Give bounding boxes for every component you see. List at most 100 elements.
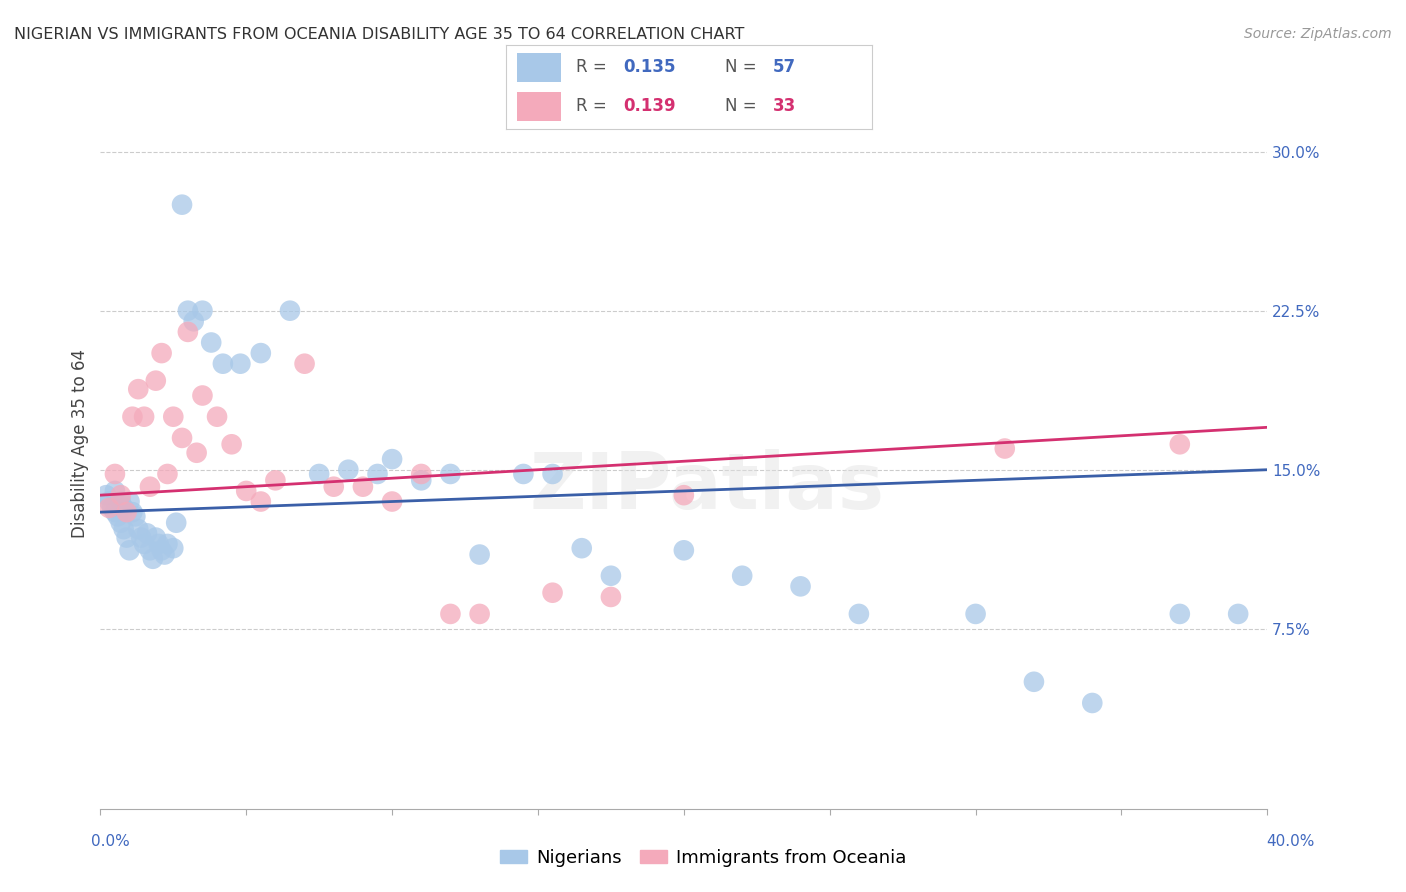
Point bbox=[541, 585, 564, 599]
Point bbox=[200, 335, 222, 350]
Point bbox=[110, 488, 132, 502]
Point bbox=[191, 303, 214, 318]
Point bbox=[1022, 674, 1045, 689]
Point bbox=[98, 500, 121, 515]
Point bbox=[278, 303, 301, 318]
Point bbox=[1168, 437, 1191, 451]
Point bbox=[153, 548, 176, 562]
Point bbox=[142, 551, 165, 566]
Point bbox=[139, 543, 162, 558]
Point bbox=[439, 607, 461, 621]
Point bbox=[183, 314, 205, 328]
Point bbox=[235, 483, 257, 498]
Point bbox=[148, 537, 170, 551]
FancyBboxPatch shape bbox=[517, 54, 561, 82]
Point bbox=[115, 505, 138, 519]
Point bbox=[439, 467, 461, 481]
Point bbox=[848, 607, 870, 621]
Point bbox=[249, 494, 271, 508]
Point bbox=[112, 522, 135, 536]
Point bbox=[127, 522, 149, 536]
Text: 33: 33 bbox=[773, 97, 796, 115]
Point bbox=[115, 531, 138, 545]
Point bbox=[98, 494, 121, 508]
Point bbox=[512, 467, 534, 481]
Point bbox=[129, 531, 152, 545]
Point bbox=[104, 483, 127, 498]
Point bbox=[121, 409, 143, 424]
Point bbox=[1168, 607, 1191, 621]
Point bbox=[118, 543, 141, 558]
Text: R =: R = bbox=[575, 58, 612, 76]
Point bbox=[156, 467, 179, 481]
Point bbox=[112, 500, 135, 515]
Point bbox=[381, 494, 404, 508]
Point bbox=[294, 357, 316, 371]
Point bbox=[221, 437, 243, 451]
Point bbox=[381, 452, 404, 467]
Point bbox=[965, 607, 987, 621]
Point bbox=[468, 607, 491, 621]
Point bbox=[121, 505, 143, 519]
Point bbox=[468, 548, 491, 562]
Point bbox=[104, 467, 127, 481]
Point bbox=[411, 467, 433, 481]
Point bbox=[162, 409, 184, 424]
Point bbox=[1227, 607, 1250, 621]
Point bbox=[177, 325, 200, 339]
Point bbox=[165, 516, 187, 530]
Point bbox=[162, 541, 184, 556]
Point bbox=[186, 446, 208, 460]
Point bbox=[308, 467, 330, 481]
Point bbox=[145, 531, 167, 545]
Point bbox=[145, 374, 167, 388]
Text: 0.135: 0.135 bbox=[623, 58, 676, 76]
Point bbox=[101, 500, 124, 515]
Point bbox=[156, 537, 179, 551]
Point bbox=[191, 388, 214, 402]
Point bbox=[110, 494, 132, 508]
Point bbox=[150, 543, 173, 558]
Text: 0.0%: 0.0% bbox=[91, 834, 131, 849]
Point bbox=[170, 431, 193, 445]
Point bbox=[249, 346, 271, 360]
Text: N =: N = bbox=[725, 97, 762, 115]
Text: 57: 57 bbox=[773, 58, 796, 76]
Point bbox=[124, 509, 146, 524]
Point bbox=[212, 357, 235, 371]
Point bbox=[789, 579, 811, 593]
FancyBboxPatch shape bbox=[517, 92, 561, 120]
Point bbox=[600, 568, 623, 582]
Point bbox=[571, 541, 593, 556]
Point bbox=[177, 303, 200, 318]
Point bbox=[136, 526, 159, 541]
Text: R =: R = bbox=[575, 97, 612, 115]
Point bbox=[411, 473, 433, 487]
Point bbox=[366, 467, 388, 481]
Point bbox=[600, 590, 623, 604]
Point bbox=[118, 494, 141, 508]
Point bbox=[322, 480, 344, 494]
Point bbox=[139, 480, 162, 494]
Point bbox=[150, 346, 173, 360]
Y-axis label: Disability Age 35 to 64: Disability Age 35 to 64 bbox=[72, 349, 89, 538]
Point bbox=[229, 357, 252, 371]
Point bbox=[96, 488, 118, 502]
Point bbox=[127, 382, 149, 396]
Point bbox=[170, 197, 193, 211]
Point bbox=[1081, 696, 1104, 710]
Point bbox=[352, 480, 374, 494]
Text: Source: ZipAtlas.com: Source: ZipAtlas.com bbox=[1244, 27, 1392, 41]
Point bbox=[110, 516, 132, 530]
Point bbox=[264, 473, 287, 487]
Point bbox=[132, 537, 155, 551]
Point bbox=[731, 568, 754, 582]
Point bbox=[672, 543, 695, 558]
Text: NIGERIAN VS IMMIGRANTS FROM OCEANIA DISABILITY AGE 35 TO 64 CORRELATION CHART: NIGERIAN VS IMMIGRANTS FROM OCEANIA DISA… bbox=[14, 27, 744, 42]
Point bbox=[132, 409, 155, 424]
Text: ZIPatlas: ZIPatlas bbox=[530, 449, 884, 525]
Point bbox=[107, 509, 129, 524]
Text: 0.139: 0.139 bbox=[623, 97, 676, 115]
Point bbox=[994, 442, 1017, 456]
Legend: Nigerians, Immigrants from Oceania: Nigerians, Immigrants from Oceania bbox=[492, 842, 914, 874]
